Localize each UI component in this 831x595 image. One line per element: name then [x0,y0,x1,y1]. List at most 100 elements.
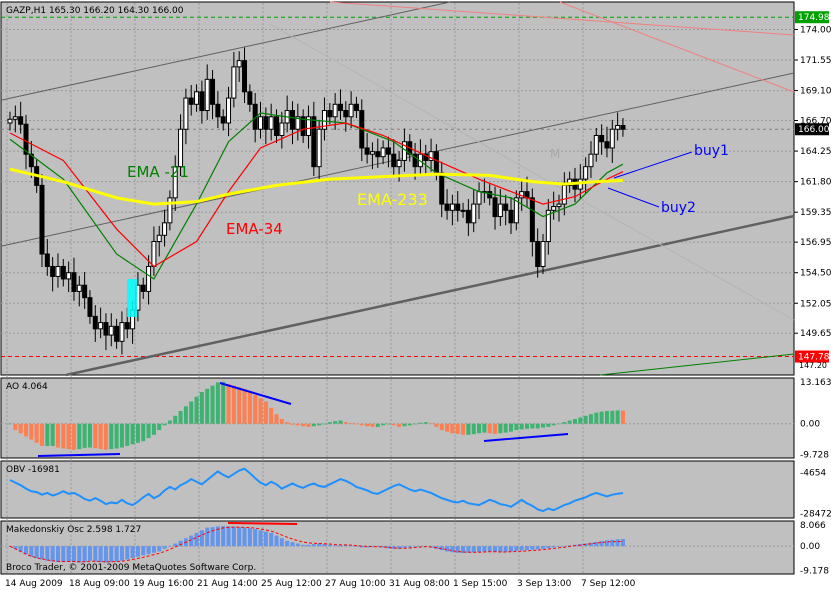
ao-bar [514,423,519,431]
candle-body [423,153,429,161]
osc-tick-label: -9.178 [800,566,829,576]
ao-bar [541,423,545,428]
candle-body [492,197,498,218]
ema34-label: EMA-34 [226,220,283,238]
ema-line [9,122,624,268]
osc-bar [61,546,66,563]
ao-bar [141,423,146,442]
ao-bar [151,423,156,435]
ema-layer [9,112,624,280]
obv-label: OBV -16981 [6,465,60,475]
ao-bar [450,423,455,434]
osc-bar [199,530,204,547]
ao-bar [349,423,354,424]
ao-bar [317,423,322,426]
osc-bar [556,546,561,547]
candle-body [305,116,311,136]
osc-bar [178,540,183,547]
candle-body [23,123,29,155]
osc-bar [71,546,76,563]
ao-bar [93,423,98,449]
candle-body [471,203,477,224]
channel-upper-line [1,1,451,101]
ao-bar [205,388,210,424]
ao-bar [18,423,23,434]
candle-body [369,151,375,155]
ao-bar [87,423,92,448]
ao-bar [221,381,226,424]
osc-bar [482,546,487,552]
candle-body [151,241,157,267]
ao-bar [285,422,290,424]
osc-bar [615,539,620,547]
candle-body [385,147,391,155]
candle-body [119,322,125,342]
ao-bar [71,423,76,450]
main-price-pane[interactable] [0,1,795,376]
ao-bar [55,423,60,448]
candle-body [76,284,82,292]
ao-bar [135,423,140,443]
candle-body [444,203,450,211]
ema-line [9,167,624,206]
buy1-label: buy1 [694,143,729,159]
y-tick-label: 152.05 [800,299,831,309]
candle-body [146,265,152,292]
y-tick-label: 166.70 [800,117,831,127]
candle-body [124,322,130,330]
ao-bar [173,415,178,424]
ao-divergence-top [219,382,292,405]
candle-body [44,253,50,267]
ao-bar [429,423,434,424]
candles-layer [7,47,626,355]
candle-body [396,159,402,168]
y-tick-label: 159.35 [800,208,831,218]
axis-layer: 14 Aug 2009 18 Aug 09:00 19 Aug 16:00 21 Au… [5,11,831,589]
candle-body [449,203,455,211]
ao-bar [183,406,188,424]
osc-bar [114,546,119,562]
ao-bar [311,423,316,427]
ao-bar [29,423,34,440]
candle-body [242,60,248,93]
ao-pane[interactable] [0,377,795,459]
ao-bar [391,423,396,426]
ao-bar [237,387,242,424]
osc-bar [34,546,39,559]
candle-body [236,60,242,68]
ao-bar [333,421,338,424]
ao-bar [466,423,471,435]
obv-tick-label: -28472 [800,510,831,520]
osc-bar [503,546,508,553]
osc-bar [263,531,268,547]
osc-bar [242,527,247,547]
obv-pane[interactable] [0,460,795,519]
buy2-label: buy2 [661,200,696,216]
osc-tick-label: 8.066 [800,521,826,531]
ao-bar [572,418,577,424]
ao-bar [157,423,162,431]
candle-body [28,153,34,168]
ao-bar [556,423,561,425]
y-tick-label: 154.50 [800,269,831,279]
osc-bar [530,546,535,550]
candle-body [604,141,610,149]
candle-body [364,147,370,155]
candle-body [87,297,93,317]
osc-bar [125,546,130,560]
ao-bar [498,423,503,434]
price-marker [795,11,829,24]
candle-body [433,151,439,174]
osc-bar [365,546,370,548]
osc-bar [445,546,450,552]
candle-body [556,203,562,208]
osc-bar [493,546,498,553]
osc-bar [514,546,519,551]
watermark-letter: M [550,147,560,161]
osc-bar [407,546,412,548]
resistance-line-2 [559,1,795,93]
candle-body [311,116,317,168]
candle-body [337,103,343,112]
channel-middle-line [1,72,795,247]
